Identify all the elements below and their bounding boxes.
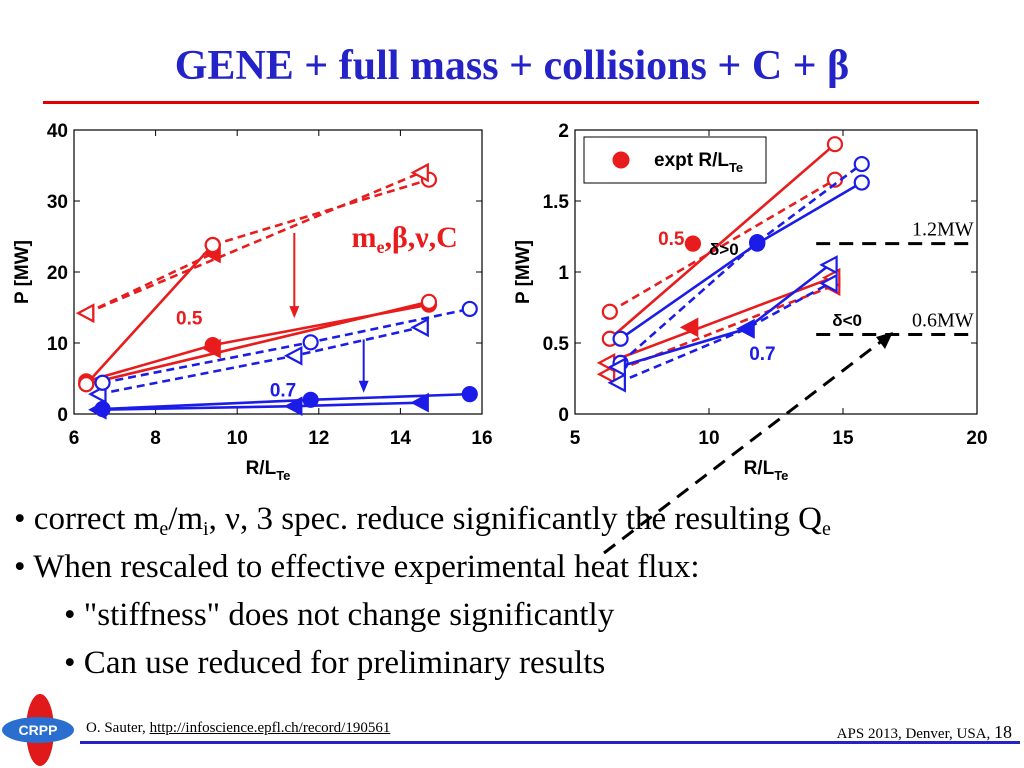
y-tick-label: 1.5: [543, 192, 570, 213]
x-tick-label: 16: [471, 428, 492, 449]
series-line-red: [607, 278, 832, 363]
bullet-1: • correct me/mi, ν, 3 spec. reduce signi…: [14, 495, 831, 543]
data-point: [413, 319, 428, 335]
data-point: [79, 377, 93, 391]
x-tick-label: 20: [966, 428, 987, 449]
legend-marker: [613, 152, 629, 168]
y-tick-label: 0.5: [543, 334, 570, 355]
y-tick-label: 1: [558, 263, 569, 284]
citation-link[interactable]: http://infoscience.epfl.ch/record/190561: [150, 720, 391, 736]
y-tick-label: 0: [57, 405, 68, 426]
y-tick-label: 20: [47, 263, 68, 284]
y-tick-label: 40: [47, 121, 68, 142]
data-point: [463, 387, 477, 401]
x-tick-label: 15: [832, 428, 854, 449]
data-point: [78, 305, 93, 321]
bullet-3: • "stiffness" does not change significan…: [14, 591, 831, 639]
x-axis-label: R/LTe: [246, 458, 291, 483]
series-label: δ<0: [832, 311, 862, 330]
data-point: [413, 165, 428, 181]
bullet-4: • Can use reduced for preliminary result…: [14, 639, 831, 687]
footer-citation: O. Sauter, http://infoscience.epfl.ch/re…: [86, 720, 390, 737]
data-point: [463, 302, 477, 316]
series-label: δ>0: [709, 240, 739, 259]
physics-annotation: me,β,ν,C: [351, 221, 457, 257]
footer-conference: APS 2013, Denver, USA, 18: [837, 722, 1012, 743]
series-line-red: [86, 302, 429, 384]
y-axis-label: P [MW]: [12, 240, 33, 304]
data-point: [686, 237, 700, 251]
data-point: [855, 176, 869, 190]
x-tick-label: 8: [150, 428, 161, 449]
series-line-blue: [618, 283, 830, 382]
reference-label: 1.2MW: [912, 219, 974, 241]
arrow-head: [359, 381, 369, 393]
x-axis-label: R/LTe: [744, 458, 789, 483]
data-point: [206, 238, 220, 252]
series-line-blue: [618, 265, 830, 367]
y-tick-label: 2: [558, 121, 569, 142]
data-point: [422, 295, 436, 309]
data-point: [750, 235, 764, 249]
pointer-arrow-head: [876, 332, 893, 349]
crpp-logo: CRPP: [0, 693, 80, 768]
data-point: [96, 376, 110, 390]
data-point: [855, 157, 869, 171]
series-label: 0.5: [176, 309, 203, 330]
y-tick-label: 0: [558, 405, 569, 426]
data-point: [603, 305, 617, 319]
y-axis-label: P [MW]: [513, 240, 534, 304]
page-number: 18: [994, 722, 1012, 742]
chart-2: 5 10 15 20 0 0.5 1 1.5 2 R/LTe P [MW] 1.2MW 0.6MW 0.5…: [513, 121, 988, 483]
series-line-blue: [621, 183, 862, 339]
series-line-blue: [103, 309, 470, 383]
x-tick-label: 5: [570, 428, 581, 449]
data-point: [828, 137, 842, 151]
svg-text:CRPP: CRPP: [19, 722, 58, 738]
series-label: 0.7: [749, 344, 775, 365]
reference-label: 0.6MW: [912, 309, 974, 331]
bullet-list: • correct me/mi, ν, 3 spec. reduce signi…: [14, 495, 831, 687]
x-tick-label: 10: [227, 428, 248, 449]
data-point: [614, 332, 628, 346]
y-tick-label: 30: [47, 192, 68, 213]
bullet-2: • When rescaled to effective experimenta…: [14, 543, 831, 591]
x-tick-label: 6: [69, 428, 80, 449]
chart-1: 6 8 10 12 14 16 0 10 20 30 40 R/LTe P [MW] 0.5 0.7 me,β…: [12, 121, 493, 483]
data-point: [304, 335, 318, 349]
data-point: [286, 348, 301, 364]
series-label: 0.5: [658, 229, 685, 250]
arrow-head: [289, 306, 299, 318]
x-tick-label: 14: [390, 428, 412, 449]
legend: expt R/LTe: [584, 137, 766, 183]
series-label: 0.7: [270, 380, 296, 401]
x-tick-label: 12: [308, 428, 329, 449]
y-tick-label: 10: [47, 334, 68, 355]
x-tick-label: 10: [698, 428, 719, 449]
